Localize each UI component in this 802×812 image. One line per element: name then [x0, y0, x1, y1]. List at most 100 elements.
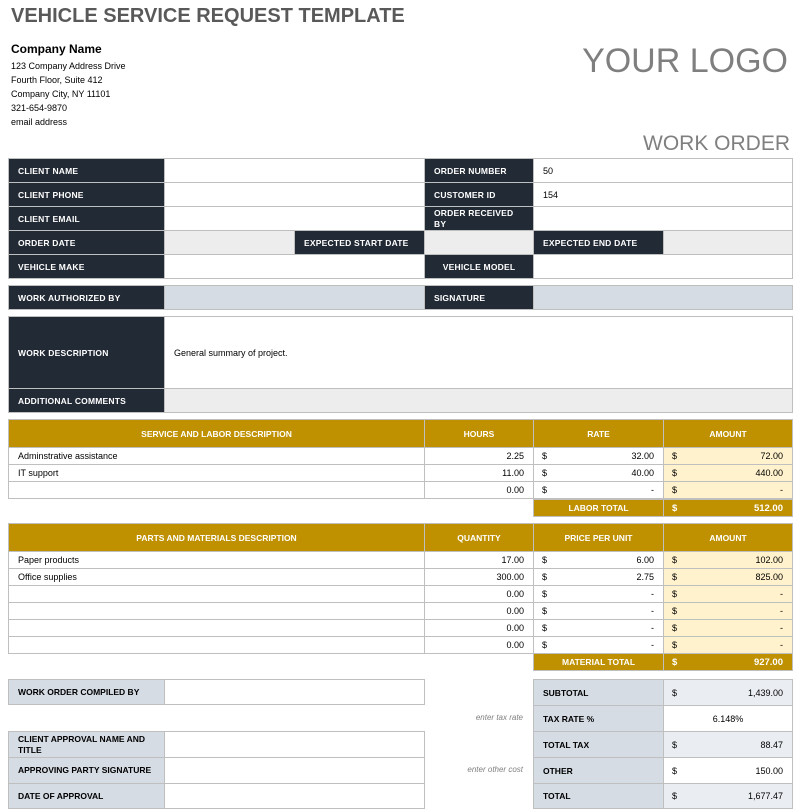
parts-row-rate-cell[interactable]: $6.00: [533, 551, 664, 569]
parts-row-qty: 0.00: [506, 623, 524, 633]
other-amount: 150.00: [755, 765, 783, 776]
client-name-field[interactable]: [164, 158, 425, 183]
company-address2: Fourth Floor, Suite 412: [11, 75, 103, 85]
parts-row-qty-cell[interactable]: 0.00: [424, 602, 534, 620]
currency-symbol: $: [672, 502, 678, 514]
parts-row-amount: -: [780, 606, 783, 616]
other-cost-hint: enter other cost: [467, 765, 523, 774]
total-label: TOTAL: [533, 783, 664, 809]
labor-row-description-cell[interactable]: [8, 481, 425, 499]
labor-row-rate-cell[interactable]: $32.00: [533, 447, 664, 465]
parts-row-rate-cell[interactable]: $2.75: [533, 568, 664, 586]
parts-row-description-cell[interactable]: [8, 585, 425, 603]
tax-rate-label: TAX RATE %: [533, 705, 664, 732]
parts-row-qty: 0.00: [506, 606, 524, 616]
parts-row-qty-cell[interactable]: 0.00: [424, 585, 534, 603]
page-title: VEHICLE SERVICE REQUEST TEMPLATE: [11, 5, 405, 27]
approving-signature-field[interactable]: [164, 757, 425, 784]
tax-rate-hint: enter tax rate: [475, 713, 523, 722]
additional-comments-label: ADDITIONAL COMMENTS: [8, 388, 165, 413]
vehicle-make-field[interactable]: [164, 254, 425, 279]
labor-row-description-cell[interactable]: Adminstrative assistance: [8, 447, 425, 465]
parts-row-qty: 0.00: [506, 589, 524, 599]
labor-header-description: SERVICE AND LABOR DESCRIPTION: [8, 419, 425, 448]
parts-row-amount-cell: $ -: [663, 619, 793, 637]
order-number-label: ORDER NUMBER: [424, 158, 534, 183]
additional-comments-field[interactable]: [164, 388, 793, 413]
parts-row-amount-cell: $ -: [663, 602, 793, 620]
parts-row-description-cell[interactable]: [8, 636, 425, 654]
parts-row-qty-cell[interactable]: 300.00: [424, 568, 534, 586]
client-approval-label: CLIENT APPROVAL NAME AND TITLE: [8, 731, 165, 758]
parts-row-amount: -: [780, 623, 783, 633]
signature-field[interactable]: [533, 285, 793, 310]
labor-row-amount-cell: $ -: [663, 481, 793, 499]
company-city: Company City, NY 11101: [11, 89, 111, 99]
parts-row-qty: 17.00: [501, 555, 524, 565]
start-date-field[interactable]: [424, 230, 534, 255]
parts-row-amount-cell: $ -: [663, 585, 793, 603]
company-address1: 123 Company Address Drive: [11, 61, 126, 71]
order-number-field[interactable]: 50: [533, 158, 793, 183]
labor-header-amount: AMOUNT: [663, 419, 793, 448]
currency-symbol: $: [542, 572, 548, 582]
parts-row-qty-cell[interactable]: 17.00: [424, 551, 534, 569]
labor-header-hours: HOURS: [424, 419, 534, 448]
client-approval-field[interactable]: [164, 731, 425, 758]
parts-row-rate-cell[interactable]: $ -: [533, 585, 664, 603]
logo-placeholder: YOUR LOGO: [582, 42, 788, 80]
labor-row-qty-cell[interactable]: 0.00: [424, 481, 534, 499]
approval-date-field[interactable]: [164, 783, 425, 809]
parts-row-rate-cell[interactable]: $ -: [533, 636, 664, 654]
other-field[interactable]: $150.00: [663, 757, 793, 784]
parts-row-qty-cell[interactable]: 0.00: [424, 636, 534, 654]
parts-row-description-cell[interactable]: [8, 602, 425, 620]
labor-row-amount: 72.00: [760, 451, 783, 461]
order-received-field[interactable]: [533, 206, 793, 231]
customer-id-field[interactable]: 154: [533, 182, 793, 207]
labor-row-qty: 11.00: [502, 468, 524, 478]
labor-row-rate-cell[interactable]: $40.00: [533, 464, 664, 482]
parts-row-qty-cell[interactable]: 0.00: [424, 619, 534, 637]
labor-row-rate: 40.00: [631, 468, 654, 478]
tax-rate-field[interactable]: 6.148%: [663, 705, 793, 732]
vehicle-model-field[interactable]: [533, 254, 793, 279]
order-date-field[interactable]: [164, 230, 295, 255]
parts-row-description-cell[interactable]: Office supplies: [8, 568, 425, 586]
material-total: $927.00: [663, 653, 793, 671]
parts-row-description-cell[interactable]: [8, 619, 425, 637]
labor-row-description-cell[interactable]: IT support: [8, 464, 425, 482]
work-description-field[interactable]: General summary of project.: [164, 316, 793, 389]
company-name: Company Name: [11, 42, 102, 56]
end-date-field[interactable]: [663, 230, 793, 255]
parts-row-description-cell[interactable]: Paper products: [8, 551, 425, 569]
currency-symbol: $: [542, 606, 548, 616]
labor-row-qty-cell[interactable]: 2.25: [424, 447, 534, 465]
parts-row-rate: -: [651, 606, 654, 616]
total-tax-label: TOTAL TAX: [533, 731, 664, 758]
labor-row-rate-cell[interactable]: $ -: [533, 481, 664, 499]
currency-symbol: $: [672, 739, 678, 750]
total-value: $1,677.47: [663, 783, 793, 809]
labor-row-amount: 440.00: [755, 468, 783, 478]
parts-row-rate: -: [651, 640, 654, 650]
subtotal-amount: 1,439.00: [747, 687, 783, 698]
subtotal-value: $1,439.00: [663, 679, 793, 706]
parts-row-rate-cell[interactable]: $ -: [533, 619, 664, 637]
labor-total: $512.00: [663, 499, 793, 517]
labor-row-qty-cell[interactable]: 11.00: [424, 464, 534, 482]
parts-header-price: PRICE PER UNIT: [533, 523, 664, 552]
currency-symbol: $: [672, 606, 678, 616]
authorized-by-field[interactable]: [164, 285, 425, 310]
client-phone-field[interactable]: [164, 182, 425, 207]
vehicle-model-label: VEHICLE MODEL: [424, 254, 534, 279]
parts-row-rate: -: [651, 623, 654, 633]
parts-row-rate-cell[interactable]: $ -: [533, 602, 664, 620]
parts-row-rate: 6.00: [636, 555, 654, 565]
compiled-by-field[interactable]: [164, 679, 425, 705]
labor-row-amount-cell: $72.00: [663, 447, 793, 465]
client-email-field[interactable]: [164, 206, 425, 231]
subtotal-label: SUBTOTAL: [533, 679, 664, 706]
currency-symbol: $: [542, 555, 548, 565]
labor-row-qty: 2.25: [506, 451, 524, 461]
